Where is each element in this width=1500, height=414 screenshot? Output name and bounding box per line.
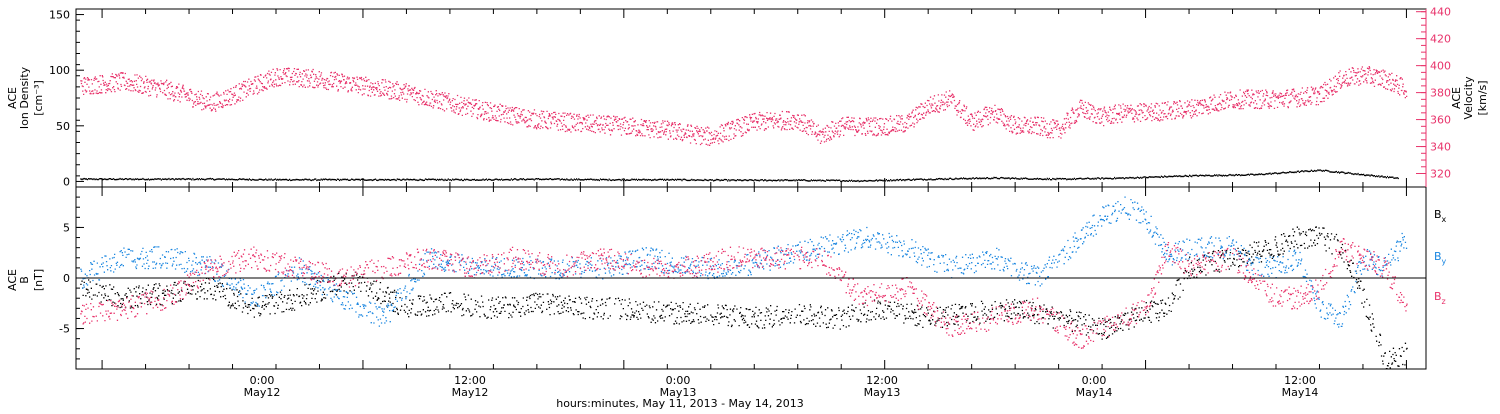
top-ylabel-left-line3: [cm⁻³] bbox=[32, 80, 45, 116]
bottom-ytick-label: -5 bbox=[59, 323, 70, 336]
bottom-ylabel-line1: ACE bbox=[6, 269, 19, 291]
legend-by: By bbox=[1434, 250, 1447, 266]
xtick-label-time: 12:00 bbox=[454, 374, 486, 387]
top-y2tick-label: 320 bbox=[1430, 168, 1451, 181]
top-ytick-label: 0 bbox=[63, 175, 70, 188]
xtick-label-time: 0:00 bbox=[666, 374, 691, 387]
top-y2tick-label: 360 bbox=[1430, 114, 1451, 127]
xtick-label-day: May12 bbox=[452, 386, 489, 399]
top-ylabel-right-line3: [km/s] bbox=[1476, 80, 1489, 115]
xtick-label-day: May14 bbox=[1076, 386, 1113, 399]
top-panel-frame bbox=[75, 8, 1427, 188]
top-series-velocity bbox=[80, 66, 1408, 146]
top-ylabel-left-line1: ACE bbox=[6, 87, 19, 109]
top-ytick-label: 50 bbox=[56, 120, 70, 133]
top-ytick-label: 150 bbox=[49, 9, 70, 22]
top-y2tick-label: 340 bbox=[1430, 141, 1451, 154]
xtick-label-day: May14 bbox=[1282, 386, 1319, 399]
bottom-series-by bbox=[80, 196, 1408, 328]
x-axis-title: hours:minutes, May 11, 2013 - May 14, 20… bbox=[556, 397, 804, 410]
top-y2tick-label: 380 bbox=[1430, 87, 1451, 100]
xtick-label-time: 0:00 bbox=[1082, 374, 1107, 387]
top-ylabel-right: ACE Velocity [km/s] bbox=[1450, 76, 1489, 120]
xtick-label-time: 12:00 bbox=[1284, 374, 1316, 387]
bottom-ytick-label: 0 bbox=[63, 272, 70, 285]
bottom-ylabel-line3: [nT] bbox=[32, 269, 45, 291]
top-y2tick-label: 440 bbox=[1430, 6, 1451, 19]
top-ylabel-left: ACE Ion Density [cm⁻³] bbox=[6, 66, 45, 129]
bottom-series-bz bbox=[80, 238, 1408, 349]
xtick-label-day: May13 bbox=[864, 386, 901, 399]
xtick-label-time: 0:00 bbox=[250, 374, 275, 387]
top-y2tick-label: 400 bbox=[1430, 60, 1451, 73]
xtick-label-day: May12 bbox=[244, 386, 281, 399]
legend-bz: Bz bbox=[1434, 290, 1446, 306]
bottom-ylabel-line2: B bbox=[18, 276, 31, 284]
top-ylabel-left-line2: Ion Density bbox=[18, 66, 31, 129]
xtick-label-time: 12:00 bbox=[866, 374, 898, 387]
top-ylabel-right-line1: ACE bbox=[1450, 87, 1463, 109]
xtick-label-day: May13 bbox=[660, 386, 697, 399]
top-ylabel-right-line2: Velocity bbox=[1462, 76, 1475, 120]
bottom-ylabel: ACE B [nT] bbox=[6, 269, 45, 291]
bottom-ytick-label: 5 bbox=[63, 221, 70, 234]
top-series-ion-density bbox=[80, 169, 1399, 183]
top-y2tick-label: 420 bbox=[1430, 33, 1451, 46]
legend-bx: Bx bbox=[1434, 208, 1447, 224]
top-ytick-label: 100 bbox=[49, 64, 70, 77]
